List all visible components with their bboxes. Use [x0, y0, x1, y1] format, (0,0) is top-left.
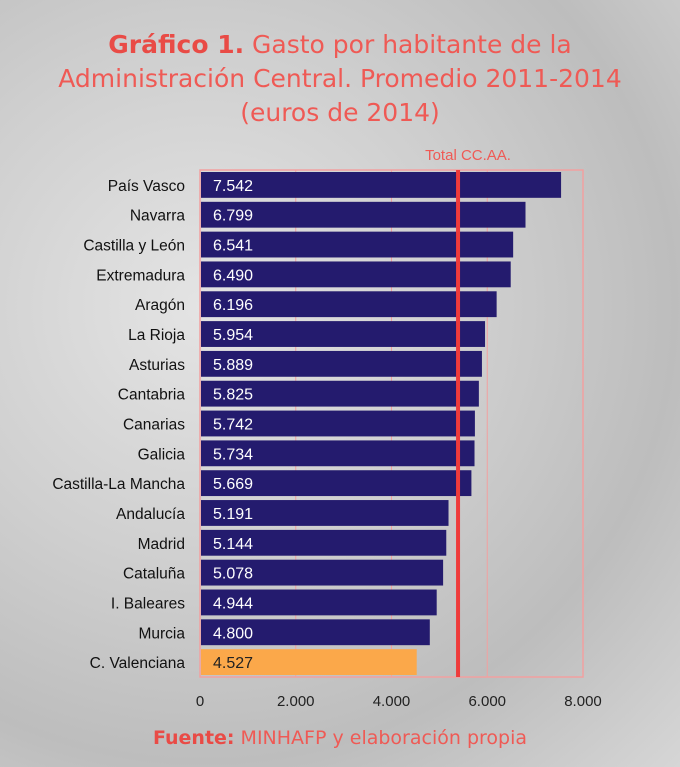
title-line1: Gasto por habitante de la [244, 30, 572, 59]
data-label: 5.954 [213, 327, 253, 344]
category-label: Aragón [135, 297, 185, 314]
bar-15 [201, 619, 430, 646]
category-label: Andalucía [116, 506, 185, 523]
category-label: Asturias [129, 357, 185, 374]
bar-16 [201, 649, 417, 675]
category-label: C. Valenciana [90, 655, 186, 672]
bar-4 [201, 291, 497, 318]
category-label: Cataluña [123, 566, 185, 583]
x-tick-label: 8.000 [564, 693, 602, 710]
category-label: Castilla-La Mancha [52, 476, 185, 493]
x-tick-label: 6.000 [468, 693, 506, 710]
bar-14 [201, 589, 437, 616]
data-label: 5.825 [213, 387, 253, 404]
bar-12 [201, 529, 447, 556]
x-tick-label: 2.000 [277, 693, 315, 710]
bar-2 [201, 231, 514, 258]
category-label: Madrid [138, 536, 185, 553]
reference-label: Total CC.AA. [425, 147, 511, 164]
data-label: 5.144 [213, 536, 253, 553]
data-label: 5.669 [213, 476, 253, 493]
data-label: 6.196 [213, 297, 253, 314]
bar-13 [201, 559, 444, 586]
category-label: Canarias [123, 417, 185, 434]
data-label: 5.734 [213, 446, 253, 463]
data-label: 6.541 [213, 238, 253, 255]
data-label: 6.490 [213, 267, 253, 284]
source-text: MINHAFP y elaboración propia [234, 727, 528, 749]
category-label: Castilla y León [83, 238, 185, 255]
category-label: Navarra [130, 208, 186, 225]
chart-title: Gráfico 1. Gasto por habitante de la Adm… [0, 28, 680, 130]
bar-7 [201, 380, 479, 407]
title-line2: Administración Central. Promedio 2011-20… [58, 64, 622, 93]
source-label: Fuente: [152, 727, 235, 749]
data-label: 6.799 [213, 208, 253, 225]
category-label: Cantabria [118, 387, 186, 404]
category-label: Murcia [138, 625, 185, 642]
category-label: Extremadura [96, 267, 185, 284]
x-tick-label: 4.000 [373, 693, 411, 710]
data-label: 7.542 [213, 178, 253, 195]
data-label: 5.191 [213, 506, 253, 523]
source-note: Fuente: MINHAFP y elaboración propia [0, 727, 680, 749]
bar-9 [201, 440, 475, 467]
x-tick-label: 0 [196, 693, 204, 710]
bar-1 [201, 201, 526, 228]
bar-6 [201, 350, 482, 377]
data-label: 5.889 [213, 357, 253, 374]
data-label: 5.078 [213, 566, 253, 583]
title-prefix: Gráfico 1. [108, 30, 245, 59]
bar-10 [201, 470, 472, 497]
category-label: La Rioja [128, 327, 185, 344]
data-label: 4.800 [213, 625, 253, 642]
category-label: Galicia [138, 446, 186, 463]
bar-0 [201, 172, 562, 198]
title-line3: (euros de 2014) [240, 98, 440, 127]
category-label: I. Baleares [111, 595, 185, 612]
bar-8 [201, 410, 475, 437]
data-label: 4.527 [213, 655, 253, 672]
bar-5 [201, 321, 486, 347]
bar-11 [201, 500, 449, 526]
data-label: 5.742 [213, 417, 253, 434]
data-label: 4.944 [213, 595, 253, 612]
category-label: País Vasco [108, 178, 185, 195]
